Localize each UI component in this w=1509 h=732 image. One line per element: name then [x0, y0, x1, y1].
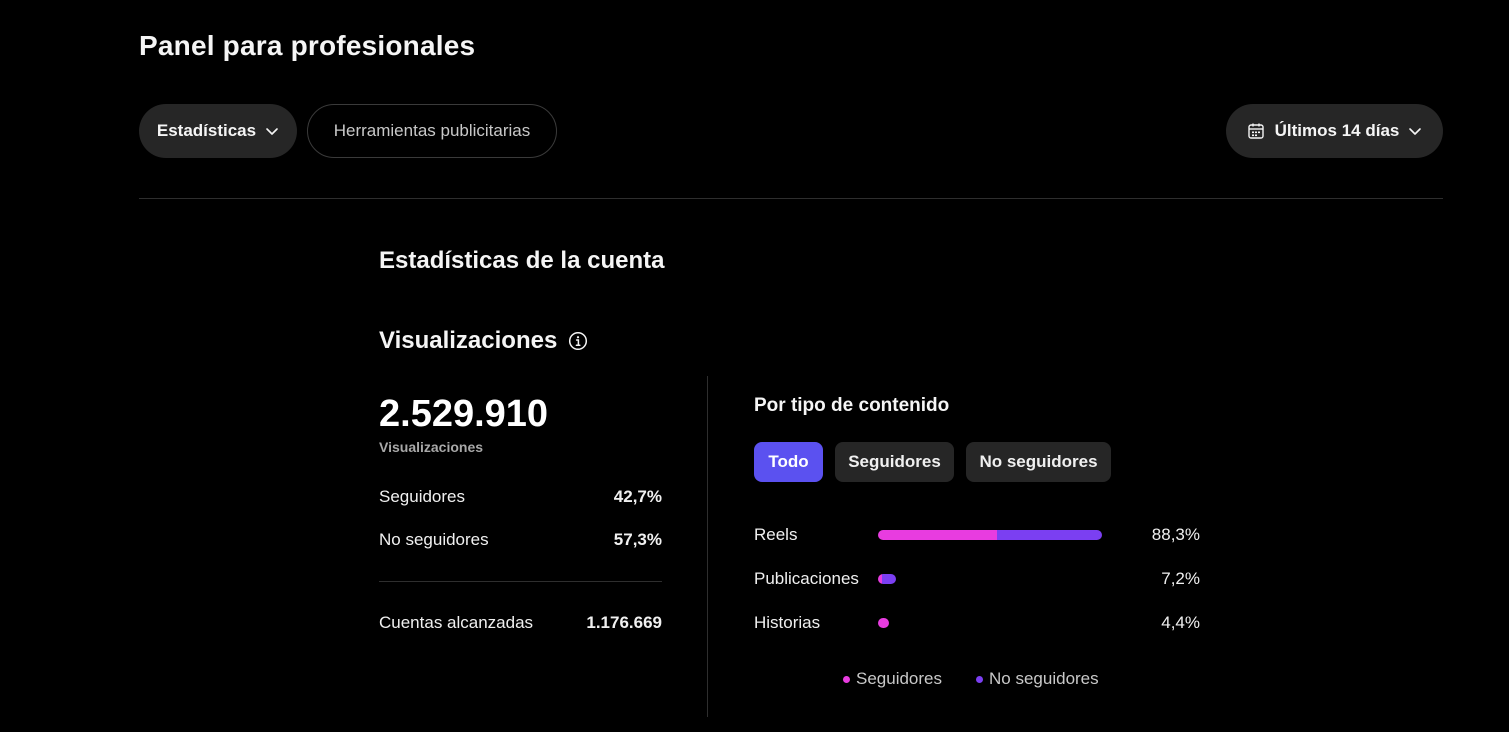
content-type-title: Por tipo de contenido — [754, 395, 950, 416]
filter-all-button[interactable]: Todo — [754, 442, 823, 482]
content-row-stories: Historias 4,4% — [754, 610, 1200, 636]
accounts-reached-row: Cuentas alcanzadas 1.176.669 — [379, 613, 662, 633]
followers-bar-segment — [878, 530, 997, 540]
calendar-icon — [1247, 123, 1264, 139]
date-range-label: Últimos 14 días — [1274, 121, 1400, 140]
filter-followers-button[interactable]: Seguidores — [835, 442, 954, 482]
statistics-dropdown-label: Estadísticas — [156, 121, 257, 140]
metric-title: Visualizaciones — [379, 327, 588, 355]
metric-title-label: Visualizaciones — [379, 327, 558, 354]
info-icon[interactable] — [568, 331, 588, 351]
content-row-label: Historias — [754, 613, 821, 632]
content-bar-track — [878, 618, 1102, 628]
content-bar-track — [878, 530, 1102, 540]
breakdown-divider — [379, 581, 662, 582]
chevron-down-icon — [266, 128, 278, 135]
legend: Seguidores No seguidores — [843, 669, 1133, 689]
legend-dot-non-followers — [976, 675, 984, 683]
legend-item-followers: Seguidores — [843, 669, 942, 689]
legend-dot-followers — [843, 675, 850, 683]
legend-item-non-followers: No seguidores — [976, 669, 1099, 689]
followers-value: 42,7% — [613, 487, 662, 506]
followers-label: Seguidores — [379, 487, 466, 506]
non-followers-bar-segment — [996, 530, 1102, 540]
non-followers-row: No seguidores 57,3% — [379, 530, 662, 550]
followers-bar-segment — [878, 574, 882, 584]
legend-label-followers: Seguidores — [856, 669, 943, 688]
content-bar — [878, 574, 896, 584]
non-followers-value: 57,3% — [613, 530, 662, 549]
filter-non-followers-button[interactable]: No seguidores — [966, 442, 1111, 482]
total-views-value: 2.529.910 — [379, 393, 549, 435]
date-range-dropdown[interactable]: Últimos 14 días — [1226, 104, 1443, 158]
content-row-percent: 4,4% — [1161, 613, 1200, 632]
content-row-percent: 7,2% — [1161, 569, 1200, 588]
content-bar-track — [878, 574, 1102, 584]
page-title: Panel para profesionales — [139, 30, 476, 61]
non-followers-label: No seguidores — [379, 530, 489, 549]
content-row-label: Publicaciones — [754, 569, 859, 588]
followers-row: Seguidores 42,7% — [379, 487, 662, 507]
accounts-reached-value: 1.176.669 — [586, 613, 662, 632]
followers-bar-segment — [878, 618, 889, 628]
vertical-divider — [707, 376, 708, 717]
content-bar — [878, 618, 889, 628]
total-views-caption: Visualizaciones — [379, 439, 484, 455]
header-divider — [139, 198, 1443, 199]
ad-tools-button[interactable]: Herramientas publicitarias — [307, 104, 557, 158]
section-title: Estadísticas de la cuenta — [379, 247, 665, 274]
accounts-reached-label: Cuentas alcanzadas — [379, 613, 534, 632]
content-row-label: Reels — [754, 525, 798, 544]
ad-tools-label: Herramientas publicitarias — [333, 121, 531, 140]
statistics-dropdown[interactable]: Estadísticas — [139, 104, 297, 158]
content-row-percent: 88,3% — [1151, 525, 1200, 544]
non-followers-bar-segment — [881, 574, 896, 584]
chevron-down-icon — [1409, 128, 1422, 135]
content-bar — [878, 530, 1102, 540]
legend-label-non-followers: No seguidores — [989, 669, 1099, 688]
content-row-reels: Reels 88,3% — [754, 522, 1200, 548]
content-row-posts: Publicaciones 7,2% — [754, 566, 1200, 592]
